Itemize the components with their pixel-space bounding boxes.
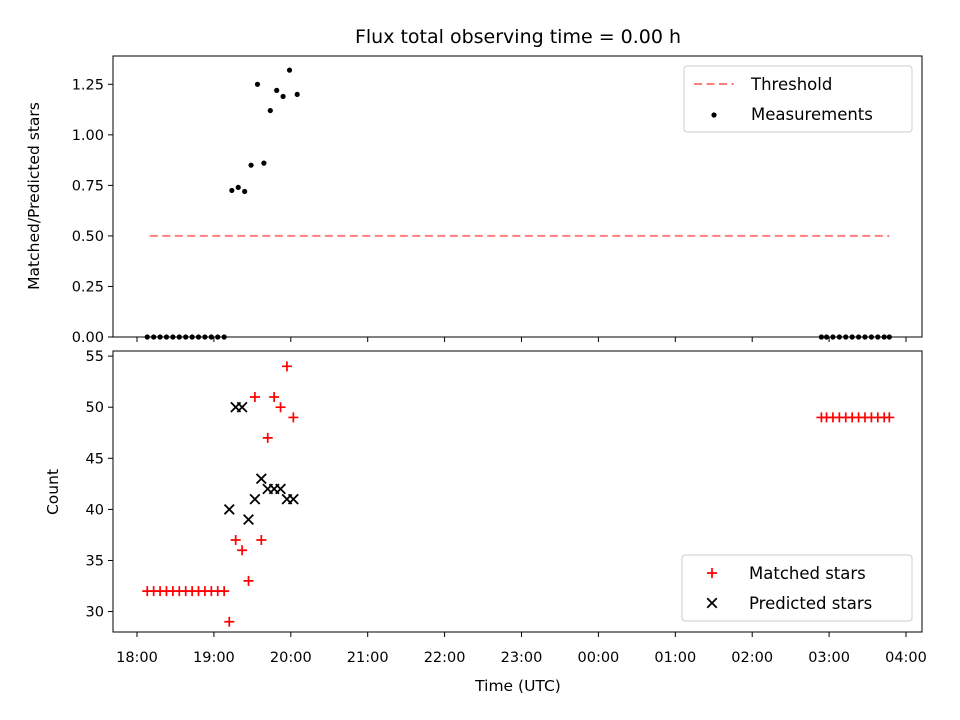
bottom-legend-box bbox=[681, 554, 913, 622]
measurement-point bbox=[875, 334, 881, 340]
predicted-star-point bbox=[255, 473, 267, 485]
measurement-point bbox=[886, 334, 892, 340]
bottom-plot-frame bbox=[112, 350, 923, 633]
measurement-point bbox=[163, 334, 170, 340]
measurement-point bbox=[176, 334, 182, 340]
measurement-point bbox=[836, 334, 842, 340]
measurement-point bbox=[286, 67, 293, 73]
measurement-point bbox=[261, 160, 267, 166]
chart-title: Flux total observing time = 0.00 h bbox=[355, 26, 681, 48]
legend-matched-swatch bbox=[707, 568, 717, 578]
measurement-point bbox=[248, 162, 254, 168]
bottom-y-tick-label: 40 bbox=[86, 502, 104, 518]
measurement-point bbox=[267, 107, 273, 114]
x-tick-label: 18:00 bbox=[116, 650, 158, 666]
measurement-point bbox=[144, 334, 150, 340]
x-tick-label: 02:00 bbox=[731, 650, 773, 666]
measurement-point bbox=[843, 334, 849, 340]
x-tick-label: 21:00 bbox=[347, 650, 389, 666]
x-tick-label: 22:00 bbox=[424, 650, 466, 666]
measurement-point bbox=[215, 334, 221, 340]
measurement-point bbox=[823, 334, 830, 340]
matched-star-point bbox=[269, 391, 280, 402]
matched-star-point bbox=[884, 412, 895, 423]
x-tick-label: 20:00 bbox=[270, 650, 312, 666]
top-legend: Threshold Measurements bbox=[683, 65, 913, 133]
bottom-legend: Matched stars Predicted stars bbox=[681, 554, 913, 622]
measurement-point bbox=[881, 334, 887, 340]
top-y-tick-label: 0.50 bbox=[72, 229, 104, 245]
measurement-point bbox=[855, 334, 862, 340]
matched-star-point bbox=[219, 586, 230, 597]
predicted-star-point bbox=[236, 401, 248, 413]
measurement-point bbox=[862, 334, 868, 340]
legend-threshold-label: Threshold bbox=[750, 75, 832, 94]
measurement-point bbox=[294, 91, 300, 98]
legend-measurements-label: Measurements bbox=[751, 105, 873, 124]
legend-measurements-swatch bbox=[711, 112, 717, 118]
measurement-point bbox=[202, 334, 208, 340]
bottom-y-tick-label: 50 bbox=[86, 400, 104, 416]
x-tick-label: 19:00 bbox=[193, 650, 235, 666]
measurement-point bbox=[280, 93, 286, 100]
measurement-point bbox=[208, 334, 214, 340]
measurement-point bbox=[849, 334, 855, 340]
measurement-point bbox=[254, 81, 261, 87]
x-tick-label: 01:00 bbox=[654, 650, 696, 666]
matched-star-point bbox=[243, 575, 254, 586]
measurement-point bbox=[235, 184, 241, 191]
measurement-point bbox=[274, 87, 280, 93]
bottom-y-tick-label: 45 bbox=[86, 451, 104, 467]
legend-predicted-swatch bbox=[706, 597, 718, 609]
matched-star-point bbox=[249, 391, 260, 402]
bottom-y-tick-label: 55 bbox=[86, 349, 104, 365]
matched-star-point bbox=[224, 616, 235, 627]
top-y-tick-label: 1.25 bbox=[72, 77, 104, 93]
legend-matched-label: Matched stars bbox=[749, 564, 866, 583]
predicted-star-point bbox=[223, 503, 235, 515]
top-legend-box bbox=[683, 65, 913, 133]
matched-star-point bbox=[230, 535, 241, 546]
top-y-tick-label: 1.00 bbox=[72, 128, 104, 144]
measurement-point bbox=[868, 334, 874, 340]
predicted-star-point bbox=[249, 493, 261, 505]
measurement-point bbox=[170, 334, 176, 340]
x-tick-label: 23:00 bbox=[501, 650, 543, 666]
predicted-star-point bbox=[287, 493, 299, 505]
bottom-y-axis-label: Count bbox=[44, 469, 62, 515]
measurement-point bbox=[151, 334, 157, 340]
measurement-point bbox=[229, 187, 235, 194]
top-y-tick-label: 0.00 bbox=[72, 330, 104, 346]
x-tick-label: 00:00 bbox=[578, 650, 620, 666]
predicted-star-point bbox=[243, 514, 254, 526]
bottom-y-tick-label: 30 bbox=[86, 605, 104, 621]
top-plot-frame bbox=[112, 55, 923, 338]
top-y-tick-label: 0.25 bbox=[72, 279, 104, 295]
x-tick-label: 03:00 bbox=[808, 650, 850, 666]
top-y-tick-label: 0.75 bbox=[72, 178, 104, 194]
x-axis-label: Time (UTC) bbox=[474, 677, 561, 695]
matched-star-point bbox=[256, 535, 267, 546]
bottom-y-tick-label: 35 bbox=[86, 553, 104, 569]
measurement-point bbox=[189, 334, 195, 340]
legend-predicted-label: Predicted stars bbox=[749, 594, 872, 613]
matched-star-point bbox=[275, 402, 286, 413]
measurement-point bbox=[818, 334, 825, 340]
measurement-point bbox=[221, 334, 227, 340]
measurement-point bbox=[195, 334, 202, 340]
top-y-axis-label: Matched/Predicted stars bbox=[25, 102, 43, 290]
measurement-point bbox=[183, 334, 189, 340]
predicted-star-point bbox=[275, 483, 286, 495]
matched-star-point bbox=[288, 412, 299, 423]
measurement-point bbox=[157, 334, 163, 340]
x-tick-label: 04:00 bbox=[885, 650, 927, 666]
measurement-point bbox=[242, 188, 248, 195]
matched-star-point bbox=[281, 361, 292, 372]
matched-star-point bbox=[237, 545, 248, 556]
measurement-point bbox=[830, 334, 836, 340]
matched-star-point bbox=[262, 432, 273, 443]
